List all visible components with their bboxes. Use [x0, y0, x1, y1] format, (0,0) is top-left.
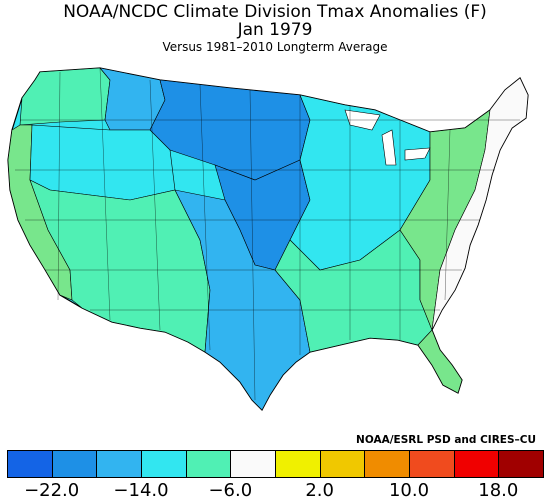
- legend-tick-label: 18.0: [478, 480, 519, 501]
- legend-tick-label: 10.0: [388, 480, 430, 501]
- region-florida: [417, 329, 463, 394]
- legend-swatch: [141, 450, 187, 478]
- division-boundaries: [15, 67, 520, 401]
- legend-tick-label: −14.0: [113, 480, 169, 501]
- legend-tick-label: 2.0: [305, 480, 334, 501]
- great-lakes: [344, 109, 431, 166]
- legend-swatch: [364, 450, 410, 478]
- legend-swatch: [319, 450, 366, 478]
- legend-swatch: [453, 450, 500, 478]
- legend-swatch: [96, 450, 142, 478]
- legend-swatch: [230, 450, 276, 478]
- region-northwest: [19, 67, 111, 126]
- legend-swatch: [185, 450, 232, 478]
- map-subtitle: Versus 1981–2010 Longterm Average: [162, 40, 388, 54]
- region-northeast: [431, 77, 529, 331]
- legend-swatch: [51, 450, 98, 478]
- map-date: Jan 1979: [237, 20, 313, 40]
- legend-swatch: [7, 450, 53, 478]
- legend-tick-label: −22.0: [24, 480, 80, 501]
- map-title: NOAA/NCDC Climate Division Tmax Anomalie…: [63, 2, 487, 22]
- color-legend: [7, 450, 544, 478]
- legend-swatch: [498, 450, 544, 478]
- legend-swatch: [275, 450, 321, 478]
- region-southwest: [29, 179, 211, 353]
- legend-swatch: [409, 450, 455, 478]
- region-southern-plains: [174, 189, 311, 411]
- legend-tick-label: −6.0: [208, 480, 253, 501]
- data-credit: NOAA/ESRL PSD and CIRES–CU: [356, 434, 536, 446]
